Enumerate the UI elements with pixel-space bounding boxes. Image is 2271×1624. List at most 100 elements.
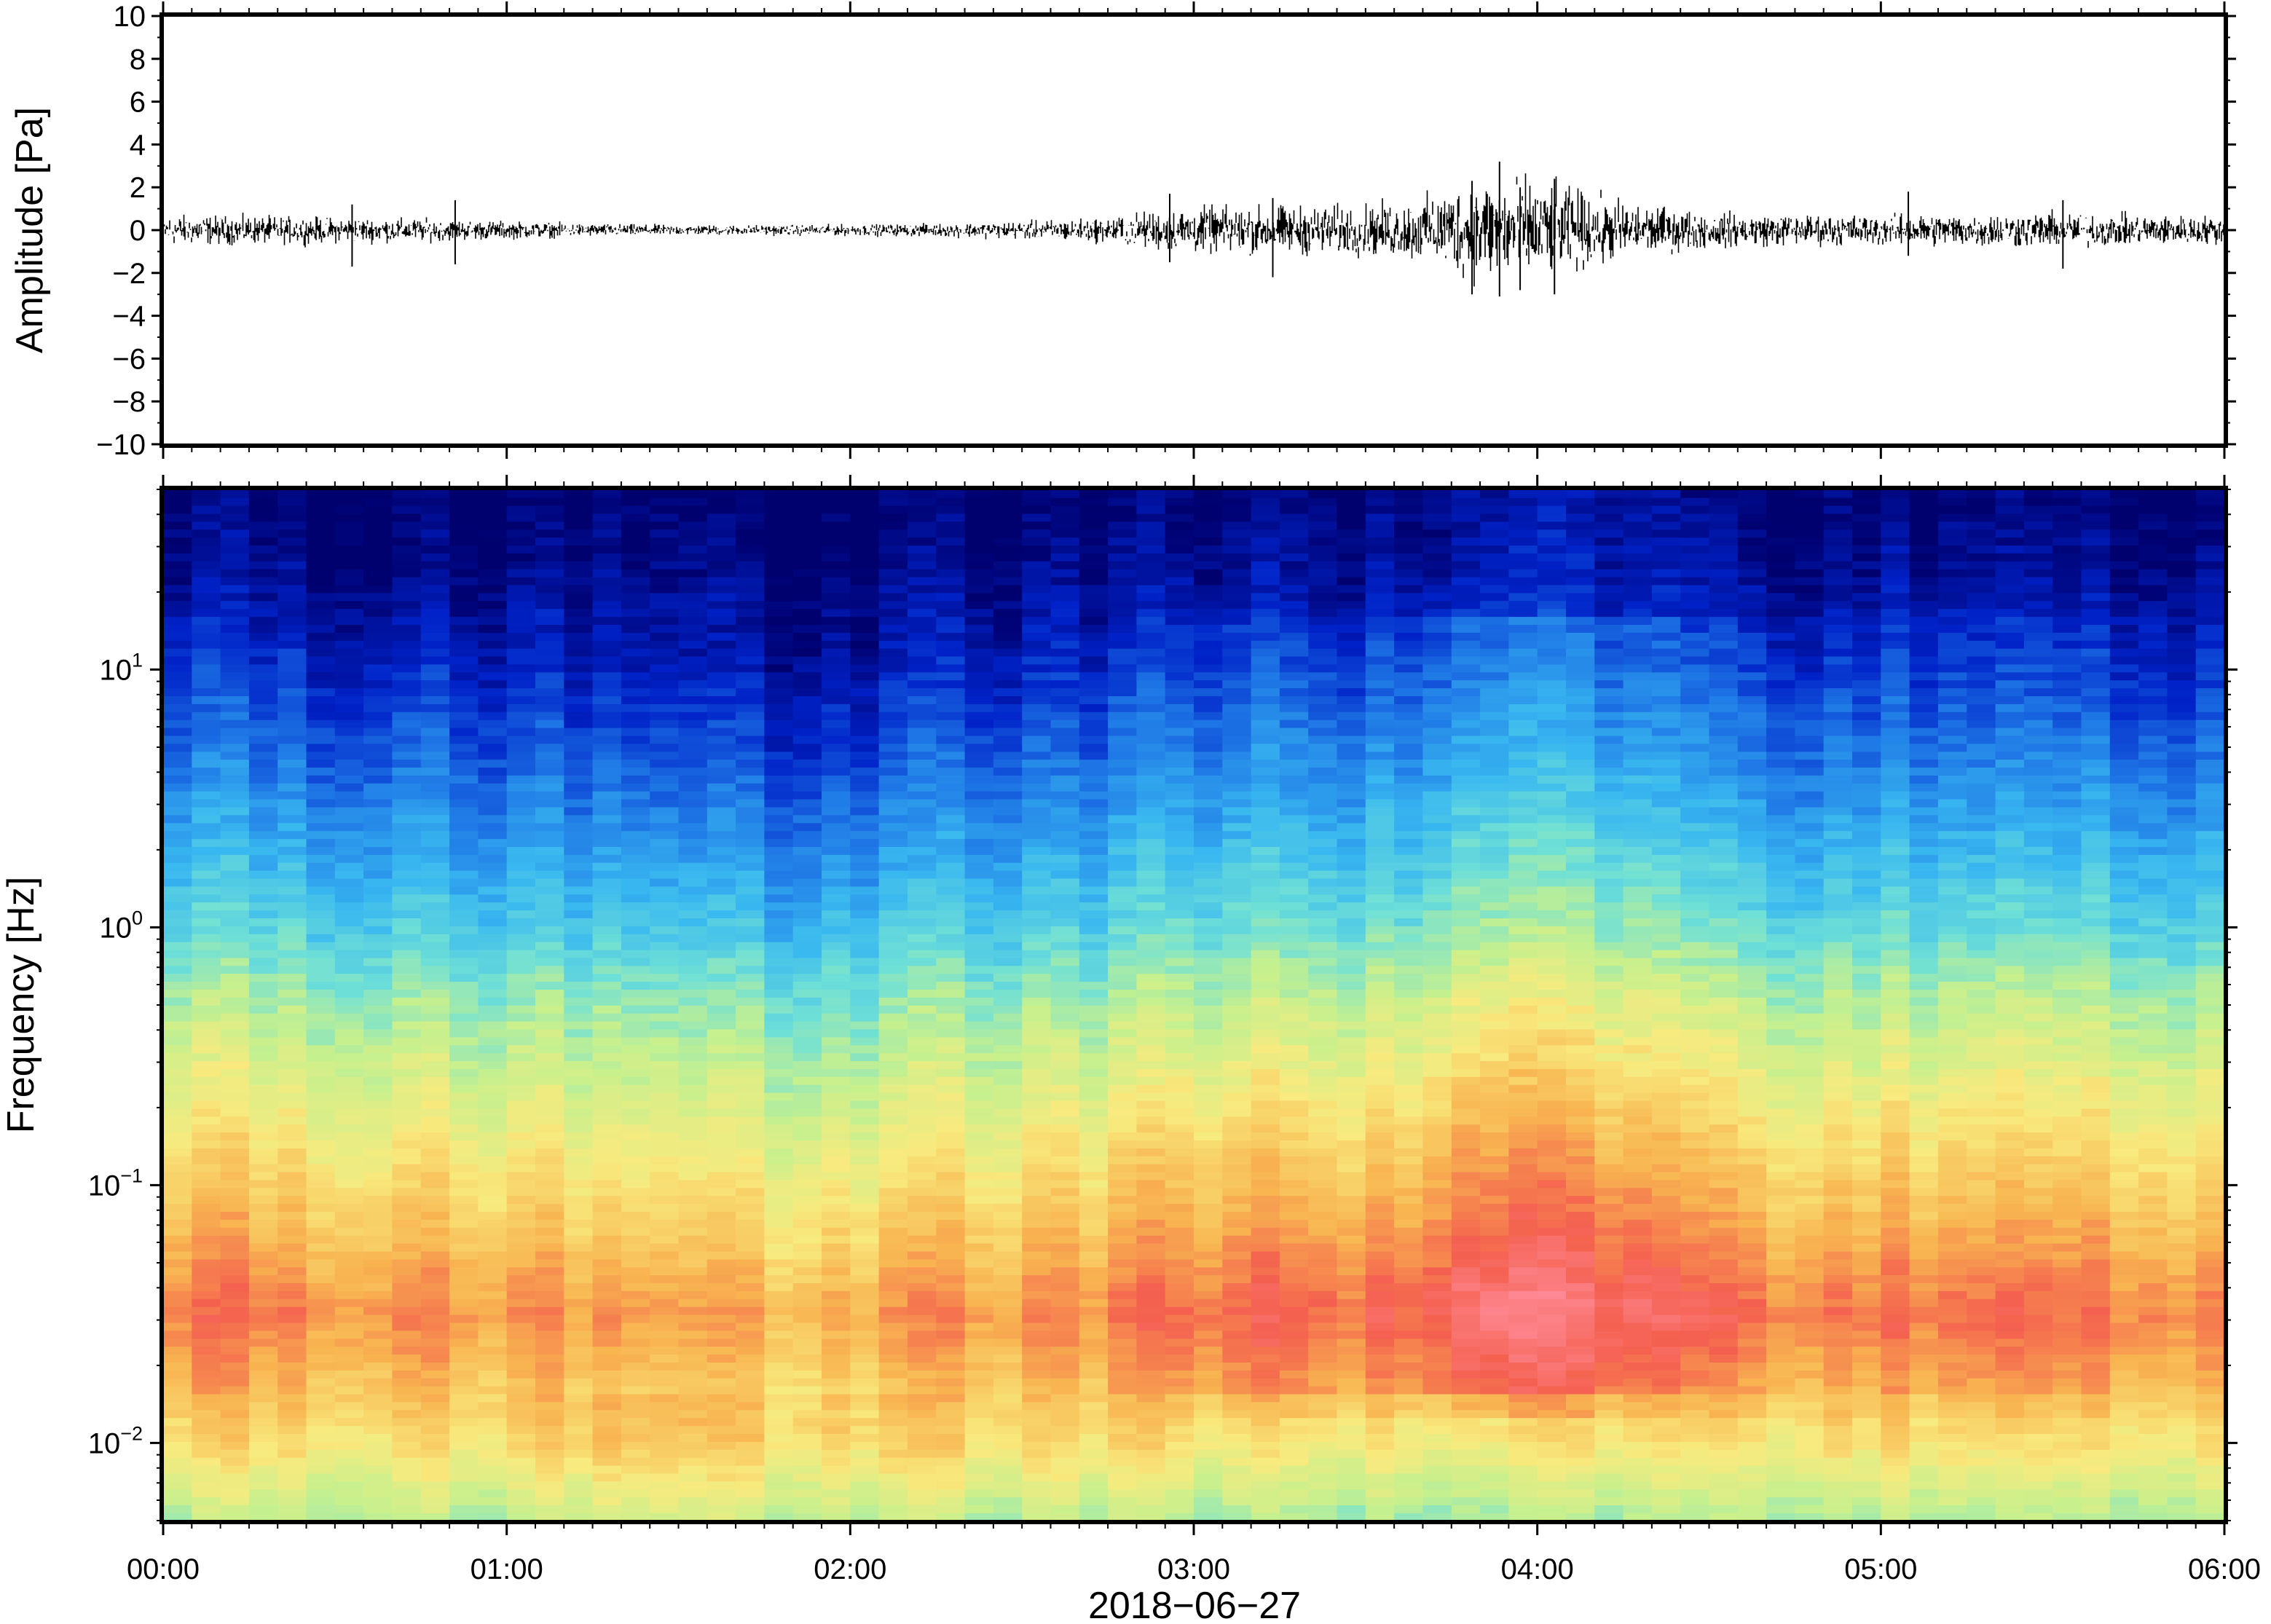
spectrogram-cell (535, 1052, 565, 1062)
spectrogram-cell (650, 918, 680, 926)
spectrogram-cell (1079, 1060, 1109, 1069)
spectrogram-cell (736, 1250, 765, 1260)
spectrogram-cell (792, 1028, 822, 1038)
spectrogram-cell (1108, 1203, 1138, 1212)
spectrogram-cell (192, 830, 221, 840)
spectrogram-cell (306, 1290, 336, 1299)
spectrogram-cell (993, 846, 1023, 855)
spectrogram-cell (964, 1393, 994, 1403)
spectrogram-cell (478, 1425, 508, 1434)
spectrogram-cell (564, 1227, 594, 1236)
spectrogram-cell (878, 1338, 908, 1347)
spectrogram-cell (306, 1465, 336, 1474)
spectrogram-cell (1165, 926, 1194, 934)
spectrogram-cell (363, 798, 393, 808)
spectrogram-cell (535, 862, 565, 871)
spectrogram-cell (792, 600, 822, 610)
spectrogram-cell (278, 576, 307, 586)
spectrogram-cell (163, 751, 193, 760)
spectrogram-cell (907, 989, 937, 998)
spectrogram-cell (650, 561, 680, 569)
spectrogram-cell (1136, 910, 1166, 918)
spectrogram-cell (707, 783, 736, 792)
spectrogram-cell (192, 647, 221, 657)
spectrogram-cell (936, 767, 966, 776)
spectrogram-cell (650, 489, 680, 498)
spectrogram-cell (1136, 1076, 1166, 1085)
spectrogram-cell (306, 687, 336, 696)
spectrogram-cell (707, 600, 736, 610)
spectrogram-cell (248, 632, 278, 641)
spectrogram-cell (792, 1044, 822, 1054)
spectrogram-cell (420, 1290, 450, 1299)
spectrogram-cell (334, 949, 364, 958)
spectrogram-cell (1022, 663, 1052, 673)
spectrogram-cell (736, 727, 765, 736)
spectrogram-cell (220, 806, 250, 816)
spectrogram-cell (163, 1132, 193, 1140)
spectrogram-cell (964, 584, 994, 594)
spectrogram-cell (420, 1393, 450, 1403)
spectrogram-cell (621, 1140, 650, 1148)
spectrogram-cell (964, 1298, 994, 1307)
spectrogram-cell (878, 592, 908, 602)
spectrogram-cell (1022, 1330, 1052, 1339)
spectrogram-cell (936, 806, 966, 816)
spectrogram-cell (220, 1203, 250, 1212)
spectrogram-cell (420, 886, 450, 895)
spectrogram-cell (764, 1076, 794, 1085)
spectrogram-cell (163, 1258, 193, 1268)
spectrogram-cell (822, 997, 851, 1006)
spectrogram-cell (736, 1393, 765, 1403)
spectrogram-cell (792, 1322, 822, 1331)
spectrogram-cell (1022, 1290, 1052, 1299)
spectrogram-column (535, 489, 565, 1521)
spectrogram-cell (764, 806, 794, 816)
spectrogram-cell (535, 790, 565, 800)
spectrogram-cell (220, 1266, 250, 1276)
spectrogram-cell (850, 838, 880, 847)
spectrogram-cell (878, 1242, 908, 1252)
spectrogram-cell (822, 1433, 851, 1442)
spectrogram-cell (278, 703, 307, 712)
spectrogram-cell (1079, 1005, 1109, 1014)
spectrogram-cell (621, 775, 650, 784)
spectrogram-cell (564, 616, 594, 625)
spectrogram-cell (192, 965, 221, 974)
spectrogram-cell (764, 1084, 794, 1093)
spectrogram-cell (1050, 759, 1080, 768)
spectrogram-cell (1165, 1258, 1194, 1268)
spectrogram-cell (707, 1052, 736, 1062)
spectrogram-cell (764, 1338, 794, 1347)
spectrogram-cell (822, 1242, 851, 1252)
spectrogram-cell (220, 775, 250, 784)
spectrogram-cell (1050, 584, 1080, 594)
spectrogram-cell (363, 1473, 393, 1482)
spectrogram-cell (650, 1012, 680, 1022)
spectrogram-cell (1165, 1171, 1194, 1180)
spectrogram-cell (1050, 1242, 1080, 1252)
spectrogram-cell (964, 1036, 994, 1046)
spectrogram-cell (907, 1227, 937, 1236)
spectrogram-cell (850, 1156, 880, 1164)
spectrogram-cell (392, 1100, 422, 1109)
spectrogram-cell (1136, 1234, 1166, 1244)
spectrogram-cell (1165, 1234, 1194, 1244)
spectrogram-cell (248, 1052, 278, 1062)
spectrogram-cell (278, 505, 307, 514)
spectrogram-cell (936, 1211, 966, 1220)
spectrogram-cell (1050, 545, 1080, 553)
spectrogram-cell (1136, 1354, 1166, 1363)
spectrogram-cell (306, 545, 336, 553)
spectrogram-cell (564, 1306, 594, 1315)
spectrogram-cell (707, 1298, 736, 1307)
spectrogram-cell (936, 1354, 966, 1363)
spectrogram-cell (621, 1108, 650, 1117)
spectrogram-cell (650, 1140, 680, 1148)
spectrogram-cell (449, 1258, 479, 1268)
spectrogram-cell (306, 1481, 336, 1490)
spectrogram-cell (707, 806, 736, 816)
spectrogram-cell (564, 1401, 594, 1411)
spectrogram-cell (707, 1409, 736, 1419)
spectrogram-cell (822, 1092, 851, 1101)
